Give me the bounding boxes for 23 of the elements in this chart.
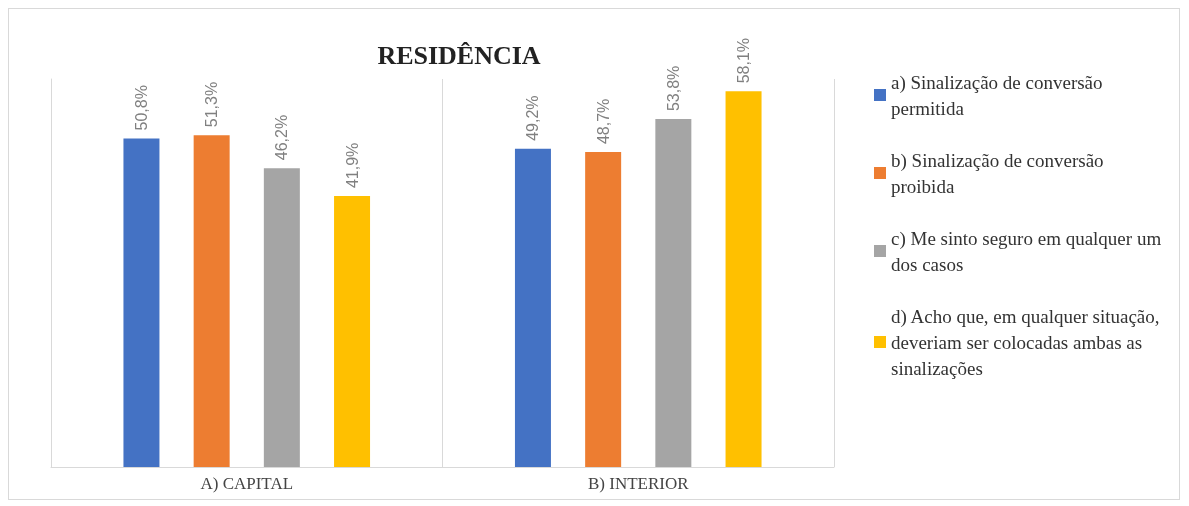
data-label: 51,3% bbox=[203, 81, 221, 128]
bar bbox=[725, 91, 762, 467]
legend-label: b) Sinalização de conversão proibida bbox=[891, 149, 1109, 197]
data-label: 53,8% bbox=[664, 65, 682, 112]
bar bbox=[514, 148, 551, 467]
bar bbox=[334, 196, 371, 467]
chart-title: RESIDÊNCIA bbox=[377, 40, 541, 70]
bar bbox=[123, 138, 160, 467]
data-label: 49,2% bbox=[524, 95, 542, 141]
data-label: 46,2% bbox=[273, 114, 291, 161]
x-tick-label: B) INTERIOR bbox=[587, 474, 690, 493]
bar bbox=[193, 135, 230, 467]
data-label: 41,9% bbox=[343, 142, 361, 189]
data-label: 50,8% bbox=[132, 85, 150, 131]
legend-label: a) Sinalização de conversão permitida bbox=[891, 71, 1108, 119]
bar bbox=[585, 152, 622, 467]
bar bbox=[263, 168, 300, 467]
legend-label: c) Me sinto seguro em qualquer um dos casos bbox=[891, 227, 1166, 275]
x-tick-label: A) CAPITAL bbox=[200, 474, 294, 493]
data-label: 48,7% bbox=[594, 98, 612, 145]
legend-label: d) Acho que, em qualquer situação, deveriam ser colocadas ambas as sinalizações bbox=[891, 305, 1165, 379]
bar bbox=[655, 119, 692, 467]
data-label: 58,1% bbox=[735, 37, 753, 84]
